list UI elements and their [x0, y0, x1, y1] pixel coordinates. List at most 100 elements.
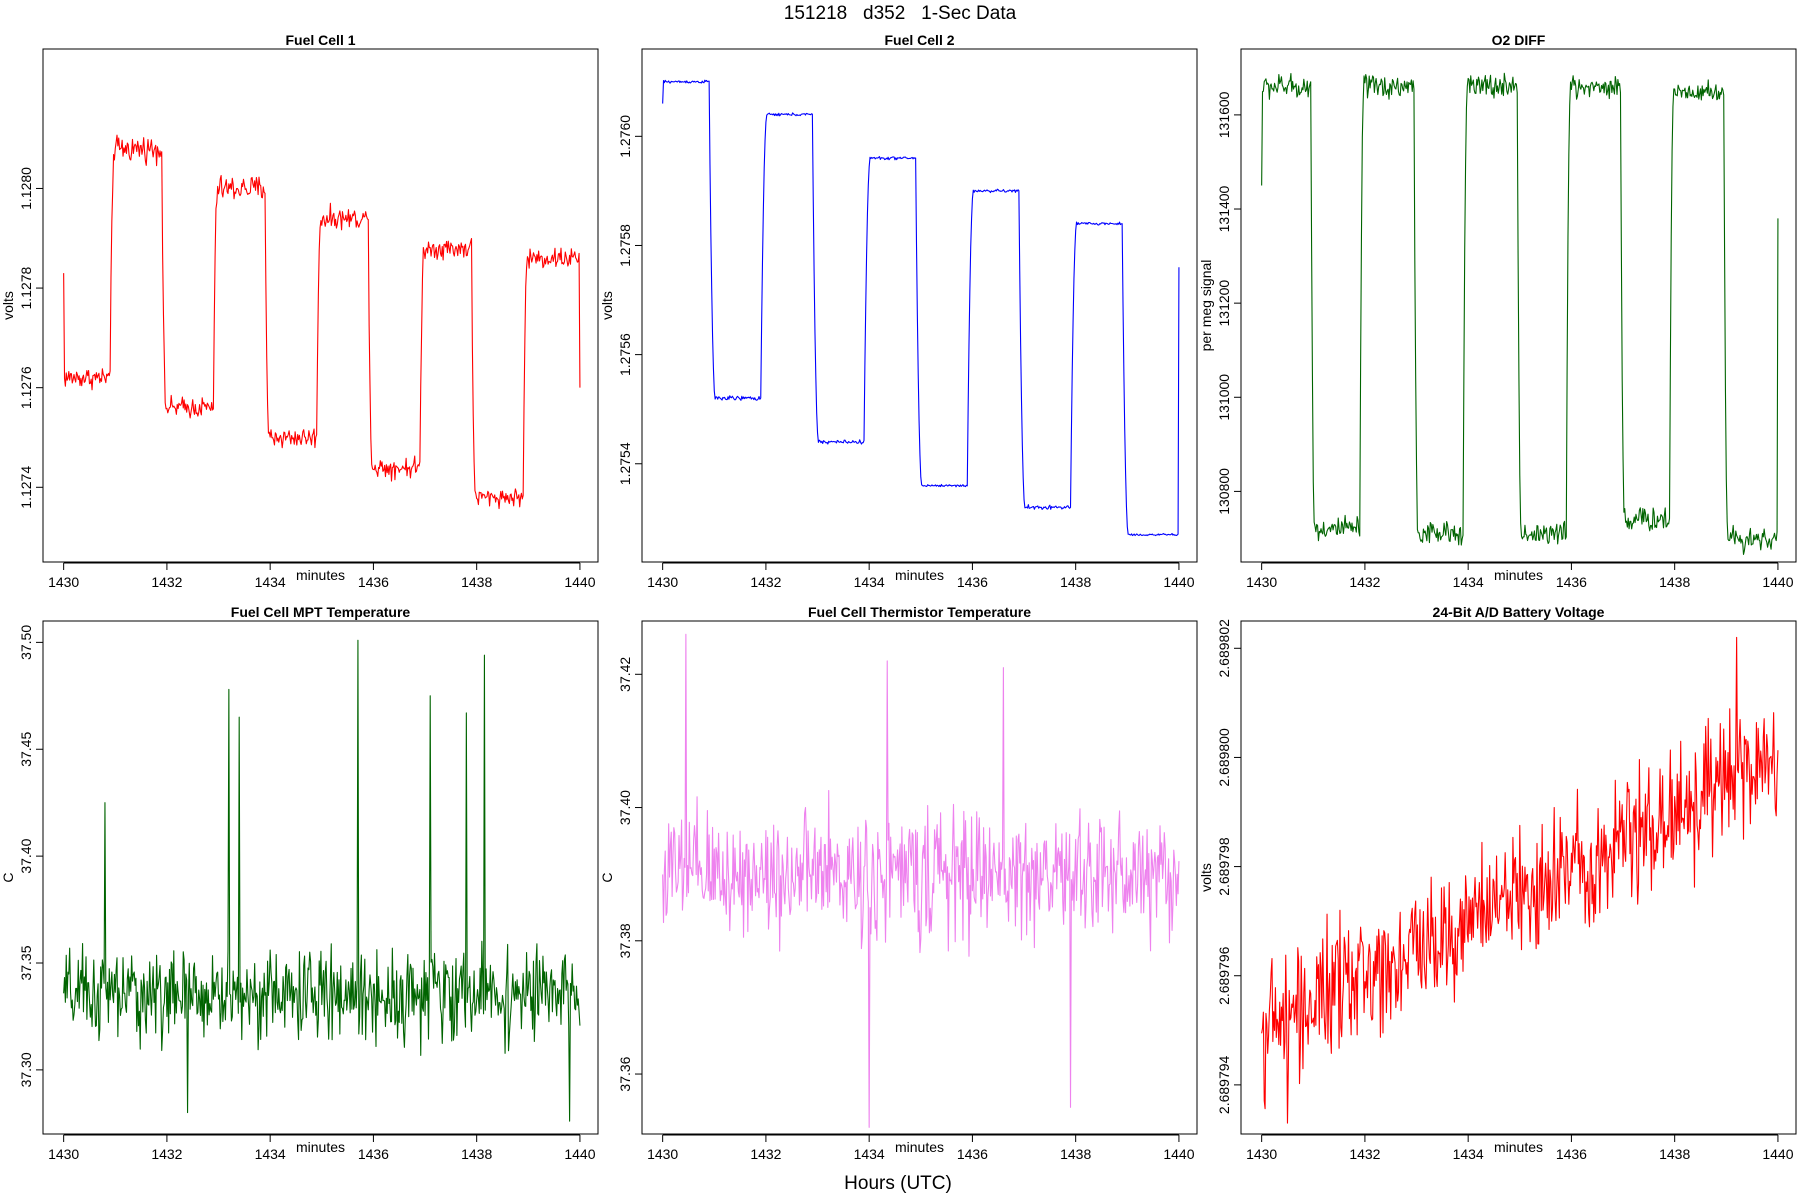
y-tick-label: 1.1276 [18, 366, 34, 409]
y-tick-label: 131400 [1216, 185, 1232, 232]
x-tick-label: 1436 [1556, 1146, 1587, 1162]
x-axis-label: minutes [895, 567, 944, 583]
series-line [662, 633, 1180, 1128]
x-axis-label: minutes [296, 1139, 345, 1155]
x-tick-label: 1432 [1349, 574, 1380, 590]
panel-fuel-cell-thermistor-temperature: Fuel Cell Thermistor Temperature 1430 1432… [599, 604, 1198, 1162]
panel-title: Fuel Cell 2 [884, 32, 954, 48]
y-tick-label: 37.40 [18, 838, 34, 873]
panel-title: Fuel Cell 1 [285, 32, 355, 48]
y-tick-label: 2.689794 [1216, 1055, 1232, 1114]
panel-battery-voltage: 24-Bit A/D Battery Voltage 1430 1432 1434 14… [1198, 604, 1797, 1162]
y-tick-label: 37.38 [617, 923, 633, 958]
plot-frame [1240, 620, 1797, 1135]
y-axis-label: volts [0, 291, 16, 320]
y-tick-label: 37.40 [617, 790, 633, 825]
x-tick-label: 1438 [1659, 574, 1690, 590]
panel-title: 24-Bit A/D Battery Voltage [1433, 604, 1605, 620]
plot-frame [42, 620, 599, 1135]
y-tick-label: 1.2756 [617, 333, 633, 376]
x-tick-label: 1438 [461, 574, 492, 590]
y-tick-label: 1.2760 [617, 115, 633, 158]
x-tick-label: 1434 [1453, 1146, 1484, 1162]
y-tick-label: 131000 [1216, 374, 1232, 421]
y-tick-label: 130800 [1216, 468, 1232, 515]
y-tick-label: 131200 [1216, 280, 1232, 327]
y-tick-label: 37.42 [617, 657, 633, 692]
x-tick-label: 1438 [1659, 1146, 1690, 1162]
x-tick-label: 1432 [151, 1146, 182, 1162]
panel-fuel-cell-1: Fuel Cell 1 1430 1432 1434 1436 1438 1440 minut… [0, 32, 599, 590]
x-tick-label: 1438 [1060, 1146, 1091, 1162]
y-tick-label: 1.2758 [617, 224, 633, 267]
panel-title: Fuel Cell Thermistor Temperature [808, 604, 1031, 620]
x-tick-label: 1434 [255, 1146, 286, 1162]
series-line [63, 639, 581, 1122]
y-tick-label: 2.689796 [1216, 946, 1232, 1005]
x-axis-label: minutes [296, 567, 345, 583]
y-axis-label: per meg signal [1198, 260, 1214, 352]
x-tick-label: 1434 [1453, 574, 1484, 590]
x-tick-label: 1440 [564, 574, 595, 590]
x-tick-label: 1432 [1349, 1146, 1380, 1162]
y-tick-label: 37.45 [18, 732, 34, 767]
x-axis-label: minutes [895, 1139, 944, 1155]
panel-o2-diff: O2 DIFF 1430 1432 1434 1436 1438 1440 minutes 13… [1198, 32, 1797, 590]
x-tick-label: 1430 [1246, 574, 1277, 590]
x-axis-label: minutes [1494, 567, 1543, 583]
x-tick-label: 1436 [1556, 574, 1587, 590]
y-axis-label: C [0, 872, 16, 882]
x-tick-label: 1438 [1060, 574, 1091, 590]
y-tick-label: 1.1280 [18, 167, 34, 210]
x-tick-label: 1436 [957, 1146, 988, 1162]
x-tick-label: 1440 [1762, 1146, 1793, 1162]
plot-frame [42, 48, 599, 563]
y-axis-label: volts [1198, 863, 1214, 892]
x-tick-label: 1440 [1762, 574, 1793, 590]
x-tick-label: 1432 [151, 574, 182, 590]
panel-title: O2 DIFF [1492, 32, 1546, 48]
plot-frame [641, 48, 1198, 563]
y-axis-label: C [599, 872, 615, 882]
y-tick-label: 2.689798 [1216, 837, 1232, 896]
y-tick-label: 131600 [1216, 91, 1232, 138]
footer-axis-label: Hours (UTC) [844, 1173, 952, 1194]
x-tick-label: 1430 [647, 1146, 678, 1162]
x-tick-label: 1440 [564, 1146, 595, 1162]
x-axis-label: minutes [1494, 1139, 1543, 1155]
y-axis-label: volts [599, 291, 615, 320]
x-tick-label: 1432 [750, 1146, 781, 1162]
x-tick-label: 1440 [1163, 1146, 1194, 1162]
x-tick-label: 1436 [358, 574, 389, 590]
x-tick-label: 1440 [1163, 574, 1194, 590]
x-tick-label: 1434 [255, 574, 286, 590]
series-line [63, 134, 581, 510]
y-tick-label: 37.35 [18, 945, 34, 980]
x-tick-label: 1436 [358, 1146, 389, 1162]
panel-fuel-cell-mpt-temperature: Fuel Cell MPT Temperature 1430 1432 1434 143… [0, 604, 599, 1162]
x-tick-label: 1430 [1246, 1146, 1277, 1162]
series-line [662, 79, 1180, 537]
figure-title: 151218 d352 1-Sec Data [784, 3, 1017, 24]
y-tick-label: 2.689800 [1216, 728, 1232, 787]
x-tick-label: 1430 [647, 574, 678, 590]
x-tick-label: 1432 [750, 574, 781, 590]
y-tick-label: 1.2754 [617, 442, 633, 485]
y-tick-label: 1.1274 [18, 466, 34, 509]
x-tick-label: 1430 [48, 1146, 79, 1162]
y-tick-label: 37.50 [18, 625, 34, 660]
y-tick-label: 37.36 [617, 1056, 633, 1091]
panel-fuel-cell-2: Fuel Cell 2 1430 1432 1434 1436 1438 1440 minut… [599, 32, 1198, 590]
y-tick-label: 37.30 [18, 1052, 34, 1087]
x-tick-label: 1436 [957, 574, 988, 590]
x-tick-label: 1438 [461, 1146, 492, 1162]
y-tick-label: 1.1278 [18, 266, 34, 309]
panel-title: Fuel Cell MPT Temperature [231, 604, 411, 620]
x-tick-label: 1434 [854, 574, 885, 590]
y-tick-label: 2.689802 [1216, 619, 1232, 678]
x-tick-label: 1434 [854, 1146, 885, 1162]
series-line [1261, 636, 1779, 1124]
series-line [1261, 72, 1779, 555]
x-tick-label: 1430 [48, 574, 79, 590]
